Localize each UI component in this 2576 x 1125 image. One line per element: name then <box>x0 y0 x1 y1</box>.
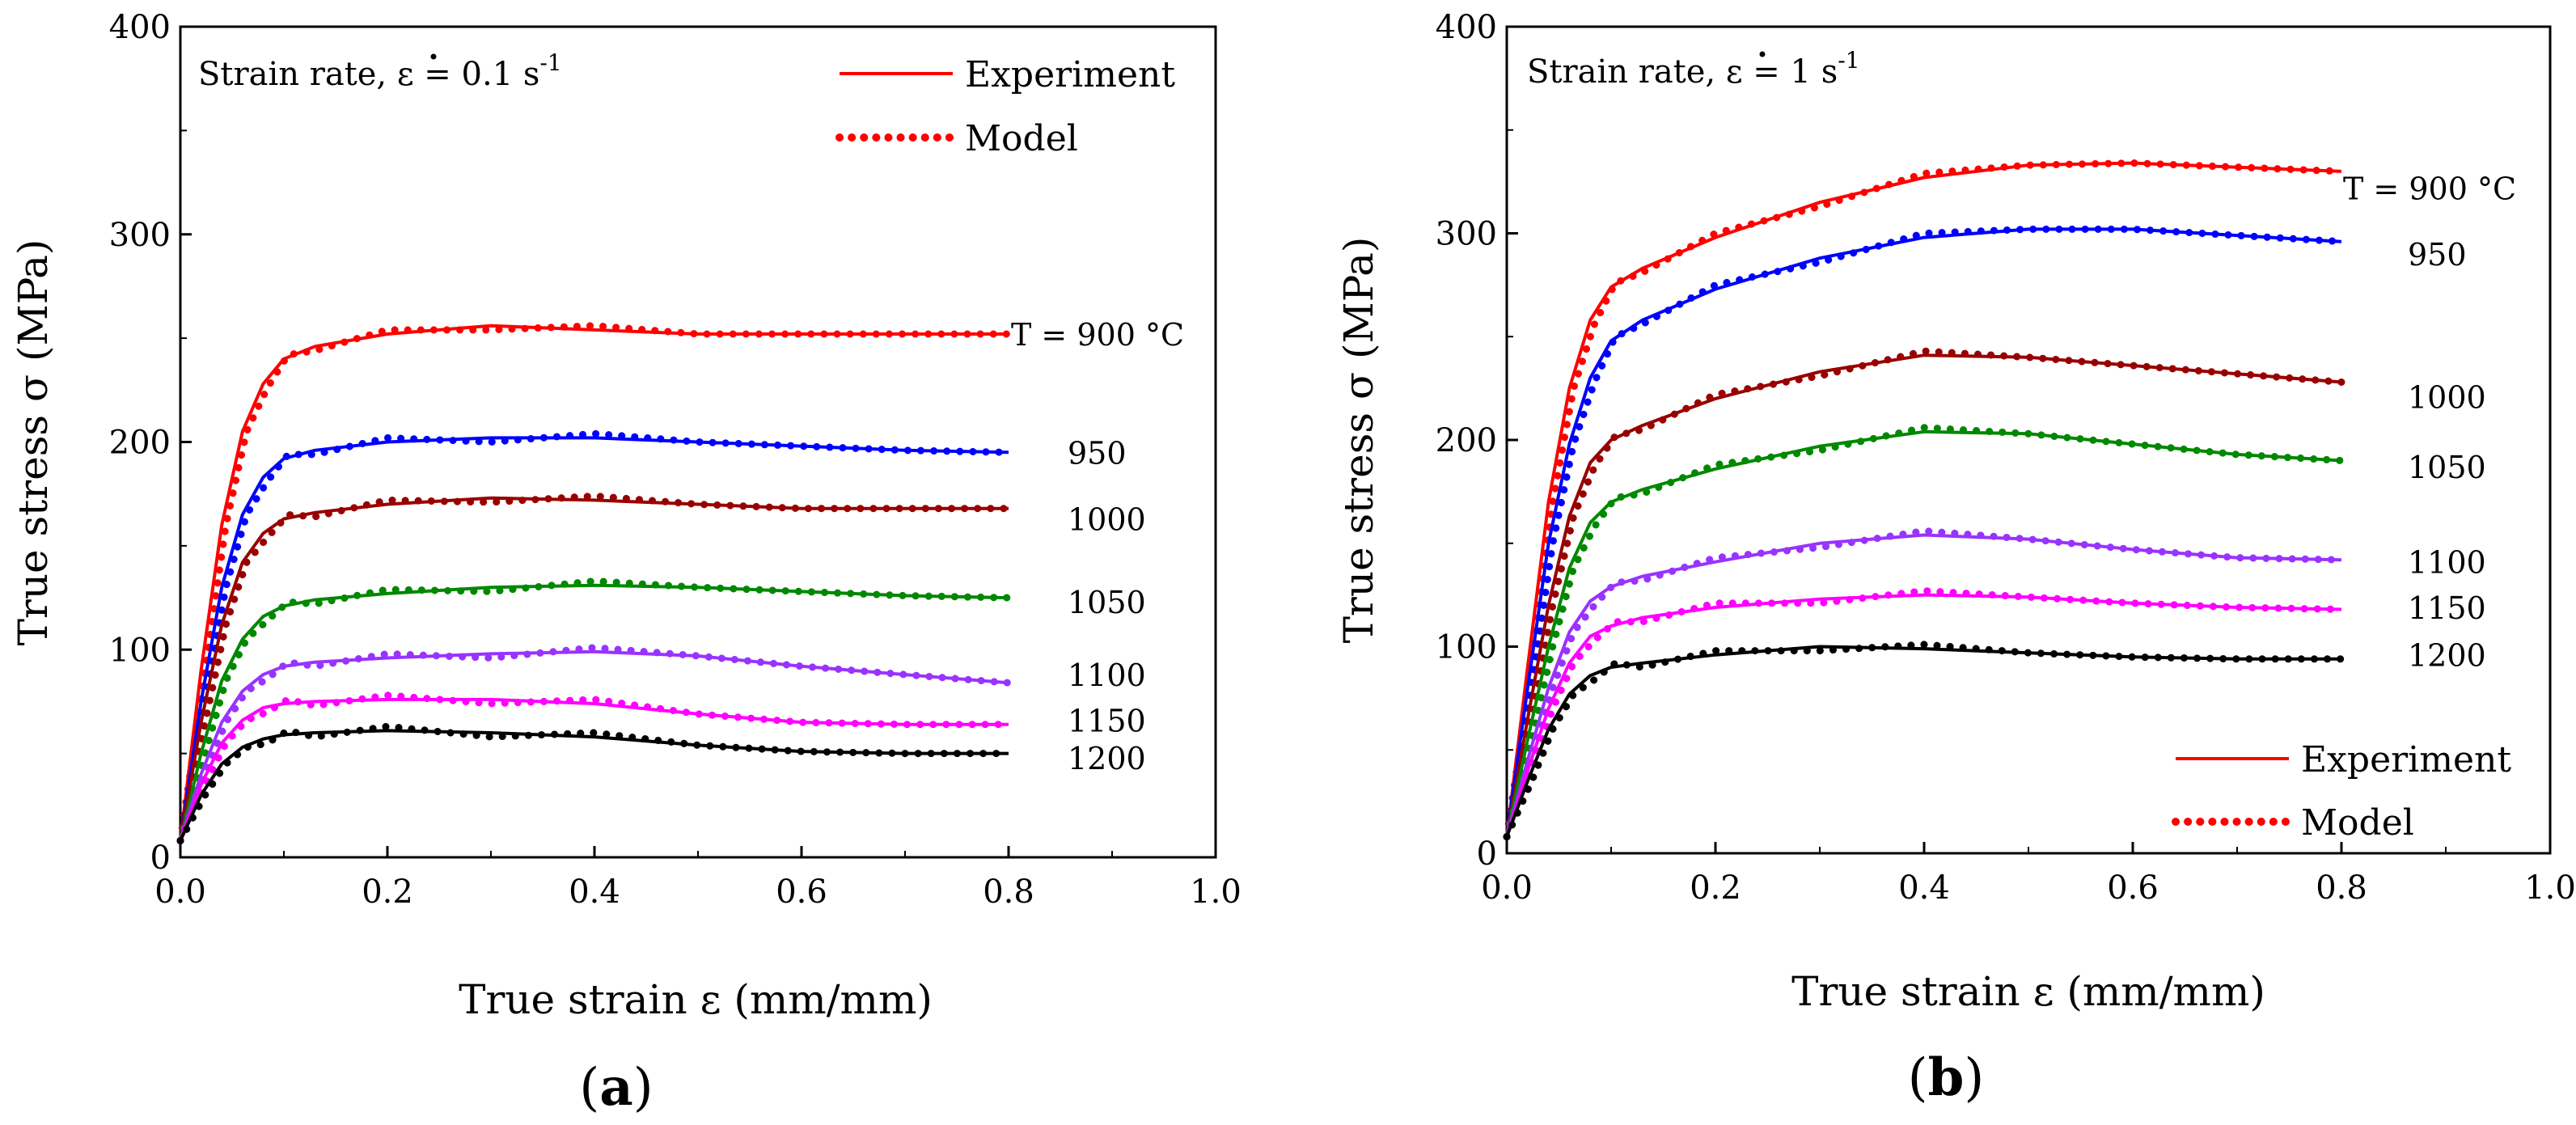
panel-a: 0 100 200 300 400 0.0 0.2 0.4 0.6 0.8 1.0 T = 900… <box>10 9 1241 1118</box>
panel-b-legend-model-label: Model <box>2301 802 2414 844</box>
panel-b-y-tick-label: 100 <box>1436 629 1497 666</box>
panel-a-curve-label-5: 1100 <box>1068 658 1146 693</box>
panel-b-experiment-line-2 <box>1505 227 2342 837</box>
panel-b-x-tick-label: 1.0 <box>2524 869 2576 907</box>
panel-b-model-dots-5 <box>1503 527 2345 841</box>
panel-a-strain-rate-dot <box>430 53 437 60</box>
panel-a-y-axis-title: True stress σ (MPa) <box>10 239 57 646</box>
panel-a-x-tick-label: 0.4 <box>569 873 620 911</box>
panel-b-x-tick-label: 0.0 <box>1481 869 1533 907</box>
panel-a-curve-label-7: 1200 <box>1068 741 1146 776</box>
panel-a-legend-experiment-label: Experiment <box>965 54 1175 95</box>
panel-a-experiment-line-1 <box>179 324 1009 841</box>
panel-b-x-tick-label: 0.2 <box>1690 869 1741 907</box>
panel-b-curve-label-7: 1200 <box>2408 638 2486 674</box>
panel-a-experiment-line-5 <box>179 649 1009 842</box>
panel-a-model-dots-2 <box>176 429 1013 844</box>
panel-a-y-ticks: 0 100 200 300 400 <box>109 9 192 877</box>
panel-a-y-tick-label: 0 <box>150 840 171 877</box>
panel-b-model-dots-2 <box>1503 225 2345 841</box>
panel-b-y-tick-label: 300 <box>1436 216 1497 253</box>
panel-b-y-tick-label: 200 <box>1436 422 1497 459</box>
panel-a-y-tick-label: 400 <box>109 9 171 46</box>
panel-b-y-ticks: 0 100 200 300 400 <box>1436 9 1518 873</box>
panel-a-y-tick-label: 200 <box>109 425 171 462</box>
panel-a-model-dots-1 <box>176 322 1013 844</box>
panel-b-curve-label-4: 1050 <box>2408 450 2486 485</box>
panel-b: 0 100 200 300 400 0.0 0.2 0.4 0.6 0.8 1.0 T = 900… <box>1335 9 2576 1108</box>
panel-b-legend: Experiment Model <box>2172 739 2511 844</box>
panel-a-model-dots-7 <box>176 722 1013 844</box>
panel-a-model-dots-6 <box>176 691 1013 844</box>
panel-a-experiment-line-4 <box>179 583 1009 841</box>
panel-b-x-ticks: 0.0 0.2 0.4 0.6 0.8 1.0 <box>1481 842 2576 907</box>
panel-b-curve-labels: T = 900 °C 950 1000 1050 1100 1150 1200 <box>2343 171 2516 673</box>
panel-b-x-axis-title: True strain ε (mm/mm) <box>1791 968 2265 1015</box>
panel-a-y-tick-label: 300 <box>109 217 171 254</box>
panel-a-legend-model-label: Model <box>965 118 1078 159</box>
panel-b-experiment-line-3 <box>1505 353 2342 837</box>
panel-a-x-tick-label: 0.6 <box>776 873 827 911</box>
panel-a-curve-label-1: T = 900 °C <box>1011 317 1184 353</box>
panel-b-experiment-line-5 <box>1505 533 2342 838</box>
panel-a-label: (a) <box>579 1057 653 1118</box>
panel-b-curve-label-3: 1000 <box>2408 379 2486 415</box>
panel-a-x-tick-label: 1.0 <box>1190 873 1241 911</box>
panel-b-x-tick-label: 0.4 <box>1898 869 1950 907</box>
panel-a-x-tick-label: 0.0 <box>154 873 206 911</box>
panel-a-curve-label-3: 1000 <box>1068 501 1146 537</box>
panel-b-strain-rate-dot <box>1759 51 1766 57</box>
panel-a-experiment-line-6 <box>179 697 1009 842</box>
panel-b-plot-frame <box>1505 25 2552 855</box>
panel-b-strain-rate-note: Strain rate, ε = 1 s-1 <box>1527 47 1860 91</box>
panel-b-y-axis-title: True stress σ (MPa) <box>1335 237 1382 644</box>
panel-a-x-tick-label: 0.8 <box>983 873 1034 911</box>
panel-a-experiment-line-2 <box>179 436 1009 841</box>
panel-a-x-axis-title: True strain ε (mm/mm) <box>459 976 933 1023</box>
panel-b-label: (b) <box>1908 1047 1985 1108</box>
panel-a-curve-label-2: 950 <box>1068 435 1127 471</box>
panel-b-model-dots-7 <box>1503 641 2345 841</box>
panel-b-y-tick-label: 400 <box>1436 9 1497 46</box>
panel-b-curve-label-1: T = 900 °C <box>2343 171 2516 206</box>
panel-b-model-dots-4 <box>1503 424 2345 841</box>
panel-b-y-tick-label: 0 <box>1477 835 1497 873</box>
panel-b-series-layer <box>1503 159 2345 841</box>
panel-a-y-tick-label: 100 <box>109 632 171 669</box>
panel-b-curve-label-6: 1150 <box>2408 590 2486 626</box>
panel-b-curve-label-2: 950 <box>2408 237 2467 273</box>
panel-a-x-ticks: 0.0 0.2 0.4 0.6 0.8 1.0 <box>154 846 1241 911</box>
panel-b-x-tick-label: 0.6 <box>2107 869 2159 907</box>
panel-a-experiment-line-7 <box>179 729 1009 842</box>
panel-a-model-dots-3 <box>176 492 1013 844</box>
panel-a-legend: Experiment Model <box>835 54 1175 159</box>
panel-a-series-layer <box>176 322 1013 844</box>
panel-b-curve-label-5: 1100 <box>2408 545 2486 581</box>
panel-a-model-dots-5 <box>176 644 1013 844</box>
panel-a-curve-label-4: 1050 <box>1068 585 1146 620</box>
panel-a-model-dots-4 <box>176 577 1013 844</box>
panel-b-experiment-line-7 <box>1505 645 2341 838</box>
panel-b-experiment-line-6 <box>1505 593 2342 838</box>
panel-b-experiment-line-1 <box>1505 161 2342 837</box>
panel-b-model-dots-6 <box>1503 586 2345 841</box>
panel-a-experiment-line-3 <box>179 496 1009 841</box>
panel-b-legend-experiment-label: Experiment <box>2301 739 2511 780</box>
panel-a-strain-rate-note: Strain rate, ε = 0.1 s-1 <box>198 49 562 93</box>
panel-b-x-tick-label: 0.8 <box>2316 869 2367 907</box>
panel-b-model-dots-1 <box>1503 159 2345 841</box>
panel-a-x-tick-label: 0.2 <box>362 873 413 911</box>
panel-a-curve-label-6: 1150 <box>1068 704 1146 739</box>
